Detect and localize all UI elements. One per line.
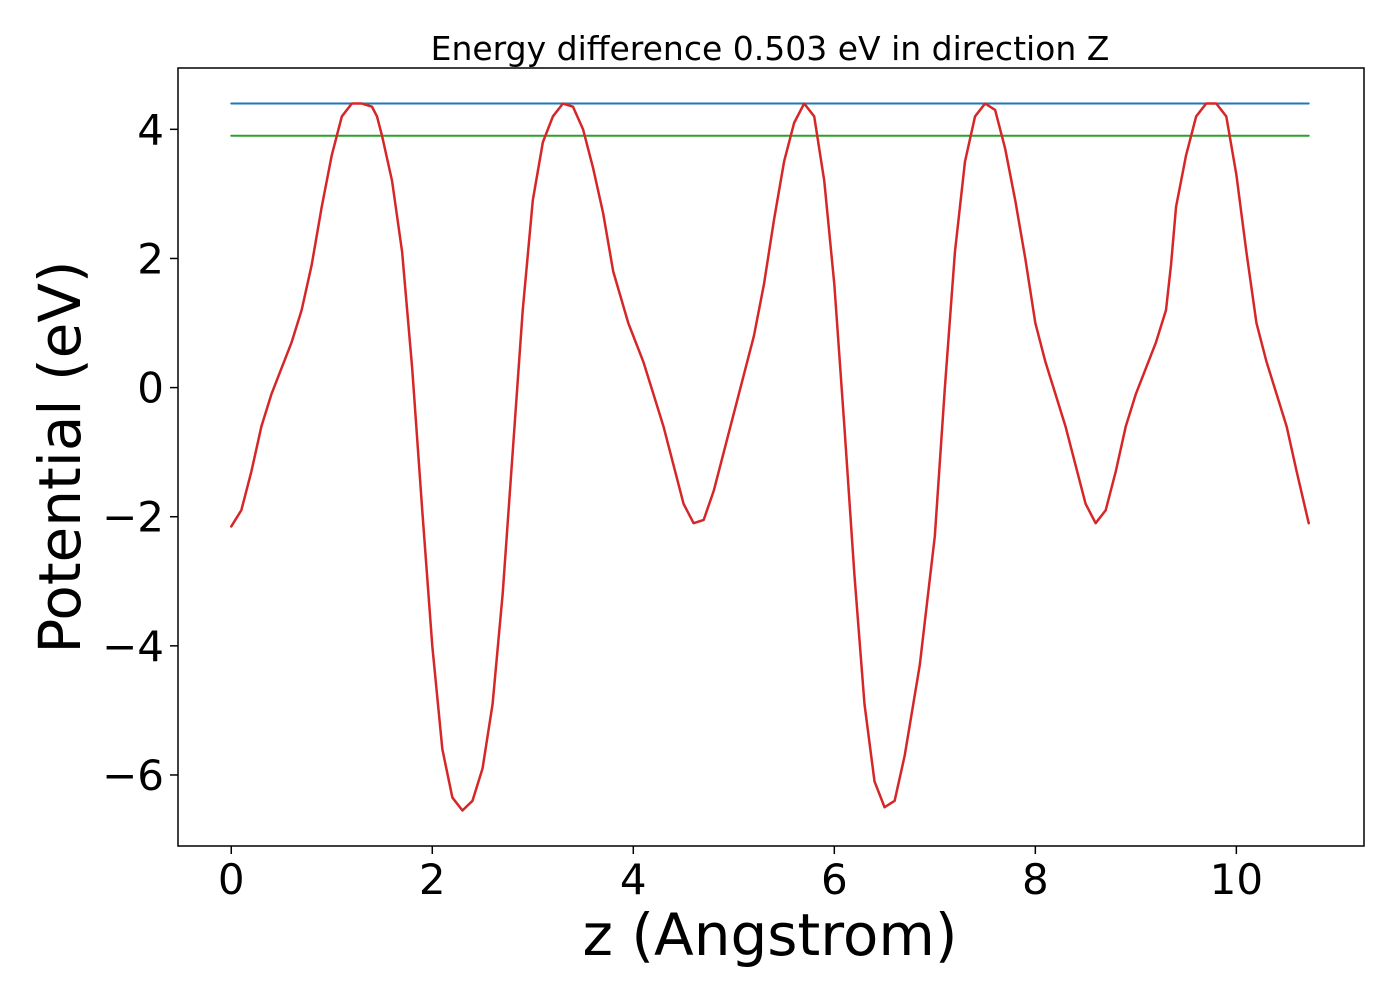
potential-curve	[230, 102, 1310, 812]
plot-frame	[177, 67, 1365, 847]
x-tick-label: 4	[620, 855, 647, 904]
y-axis-ticks: −6 −4 −2 0 2 4	[102, 105, 178, 800]
y-tick-label: 0	[137, 364, 164, 413]
chart-title: Energy difference 0.503 eV in direction …	[431, 29, 1110, 68]
y-tick-label: −6	[102, 751, 164, 800]
x-tick-label: 8	[1022, 855, 1049, 904]
y-tick-label: −2	[102, 493, 164, 542]
y-tick-label: 2	[137, 234, 164, 283]
x-tick-label: 2	[419, 855, 446, 904]
y-axis-label: Potential (eV)	[26, 260, 94, 653]
y-tick-label: −4	[102, 622, 164, 671]
x-axis-ticks: 0 2 4 6 8 10	[218, 846, 1263, 904]
y-tick-label: 4	[137, 105, 164, 154]
x-axis-label: z (Angstrom)	[583, 901, 958, 969]
x-tick-label: 6	[821, 855, 848, 904]
series-layer	[230, 102, 1310, 812]
x-tick-label: 0	[218, 855, 245, 904]
x-tick-label: 10	[1210, 855, 1263, 904]
